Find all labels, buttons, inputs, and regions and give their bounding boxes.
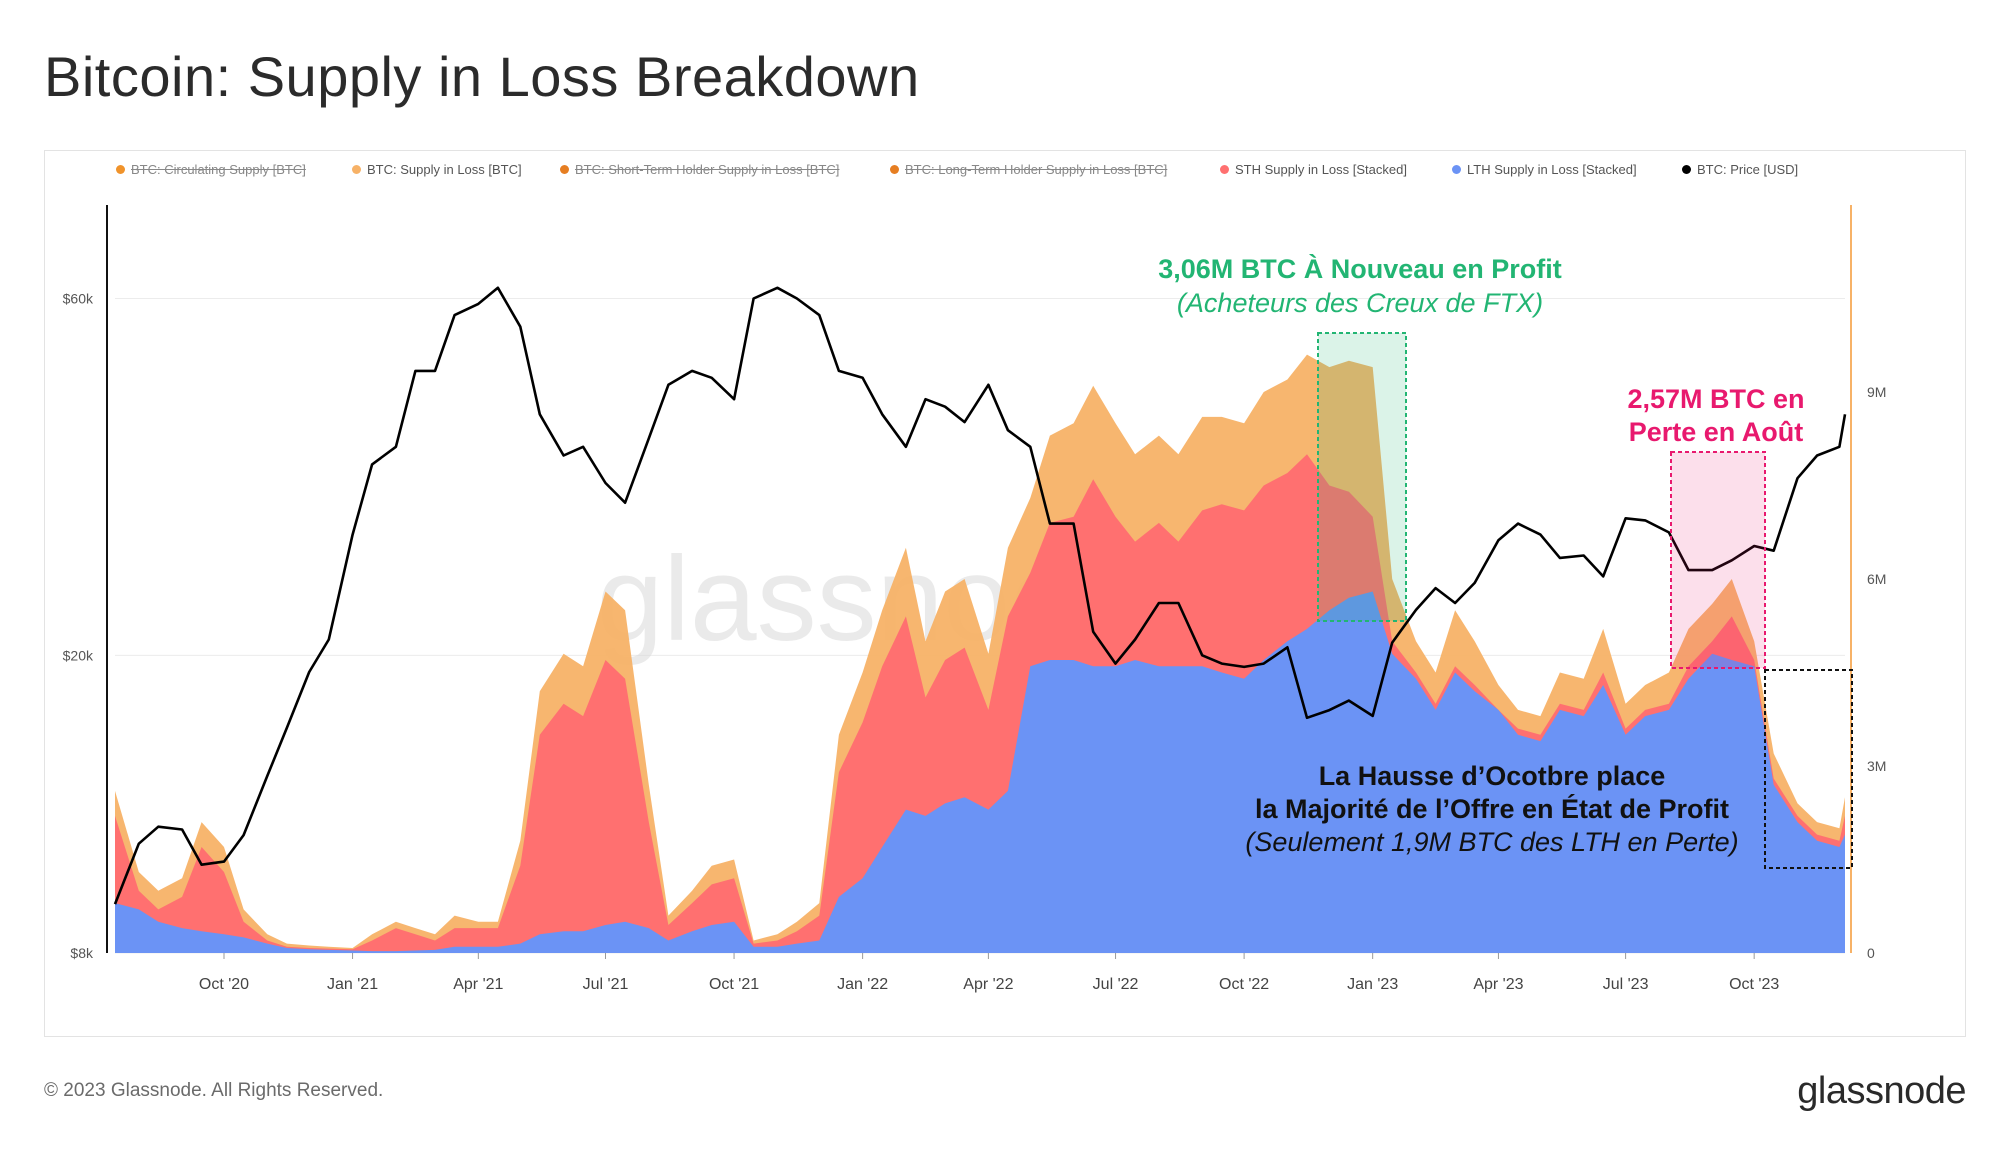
annotation-box-october [1764,669,1853,869]
x-tick-label: Oct '22 [1219,976,1269,993]
annotation-october-line2: la Majorité de l’Offre en État de Profit [1255,793,1729,824]
legend-label: BTC: Long-Term Holder Supply in Loss [BT… [905,162,1168,177]
y-right-tick-label: 9M [1867,384,1886,400]
legend-label: BTC: Price [USD] [1697,162,1799,177]
legend-item-price[interactable]: BTC: Price [USD] [1682,162,1798,177]
x-tick-label: Jul '22 [1093,976,1139,993]
legend-label: BTC: Short-Term Holder Supply in Loss [B… [575,162,840,177]
legend-item-lth-supply-in-loss[interactable]: BTC: Long-Term Holder Supply in Loss [BT… [890,162,1167,177]
annotation-ftx-subtitle: (Acheteurs des Creux de FTX) [1177,288,1543,318]
legend-label: BTC: Supply in Loss [BTC] [367,162,522,177]
x-tick-label: Jul '23 [1603,976,1649,993]
annotation-august-line2: Perte en Août [1629,417,1804,447]
annotation-box-august [1670,451,1766,669]
page-title: Bitcoin: Supply in Loss Breakdown [44,45,920,108]
legend-label: LTH Supply in Loss [Stacked] [1467,162,1637,177]
x-tick-label: Jul '21 [583,976,629,993]
x-tick-label: Jan '21 [327,976,378,993]
legend-dot-icon [352,165,361,174]
copyright-text: © 2023 Glassnode. All Rights Reserved. [44,1080,384,1101]
series-line-price [113,286,1847,905]
annotation-box-ftx [1317,332,1407,622]
legend-dot-icon [890,165,899,174]
x-tick-label: Apr '21 [453,976,503,993]
legend-dot-icon [560,165,569,174]
x-tick-label: Apr '22 [963,976,1013,993]
y-right-tick-label: 6M [1867,571,1886,587]
x-tick-label: Oct '23 [1729,976,1779,993]
series-area-lth-supply-in-loss [115,591,1845,953]
x-tick-label: Oct '20 [199,976,249,993]
y-left-tick-label: $60k [63,290,94,306]
glassnode-logo: glassnode [1797,1070,1966,1112]
legend-item-circulating-supply[interactable]: BTC: Circulating Supply [BTC] [116,162,306,177]
legend-label: STH Supply in Loss [Stacked] [1235,162,1407,177]
x-tick-label: Jan '23 [1347,976,1398,993]
y-left-tick-label: $20k [63,647,94,663]
legend-item-lth-stacked[interactable]: LTH Supply in Loss [Stacked] [1452,162,1637,177]
annotation-october-line1: La Hausse d’Ocotbre place [1319,761,1666,791]
x-tick-label: Oct '21 [709,976,759,993]
y-right-tick-label: 3M [1867,758,1886,774]
x-tick-label: Apr '23 [1473,976,1523,993]
chart-legend: BTC: Circulating Supply [BTC] BTC: Suppl… [70,162,1950,184]
y-left-tick-label: $8k [70,945,94,961]
annotation-ftx-title: 3,06M BTC À Nouveau en Profit [1158,253,1562,284]
legend-dot-icon [116,165,125,174]
legend-dot-icon [1682,165,1691,174]
x-tick-label: Jan '22 [837,976,888,993]
legend-label: BTC: Circulating Supply [BTC] [131,162,306,177]
annotation-august-line1: 2,57M BTC en [1627,384,1804,414]
y-right-tick-label: 0 [1867,945,1875,961]
legend-item-sth-supply-in-loss[interactable]: BTC: Short-Term Holder Supply in Loss [B… [560,162,839,177]
legend-item-sth-stacked[interactable]: STH Supply in Loss [Stacked] [1220,162,1407,177]
legend-dot-icon [1452,165,1461,174]
annotation-october-line3: (Seulement 1,9M BTC des LTH en Perte) [1245,827,1738,857]
legend-dot-icon [1220,165,1229,174]
legend-item-supply-in-loss[interactable]: BTC: Supply in Loss [BTC] [352,162,522,177]
